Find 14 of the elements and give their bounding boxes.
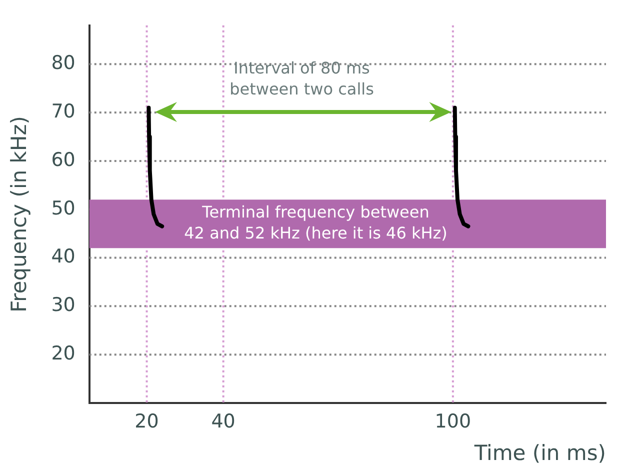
y-tick-label: 40 (51, 246, 76, 268)
y-tick-label: 70 (51, 100, 76, 122)
y-tick-label: 80 (51, 52, 76, 74)
x-tick-label: 20 (134, 410, 159, 432)
y-axis-title: Frequency (in kHz) (7, 116, 32, 312)
x-tick-label: 40 (211, 410, 236, 432)
y-tick-label: 60 (51, 148, 76, 171)
x-axis-title: Time (in ms) (473, 440, 606, 465)
annotation: Terminal frequency between 42 and 52 kHz (here it is 46 kHz) (184, 202, 448, 243)
y-tick-label: 20 (51, 342, 76, 365)
y-tick-label: 50 (51, 197, 76, 220)
y-tick-label: 30 (51, 294, 76, 316)
annotation: Interval of 80 ms between two calls (230, 58, 374, 98)
x-tick-label: 100 (434, 410, 472, 432)
